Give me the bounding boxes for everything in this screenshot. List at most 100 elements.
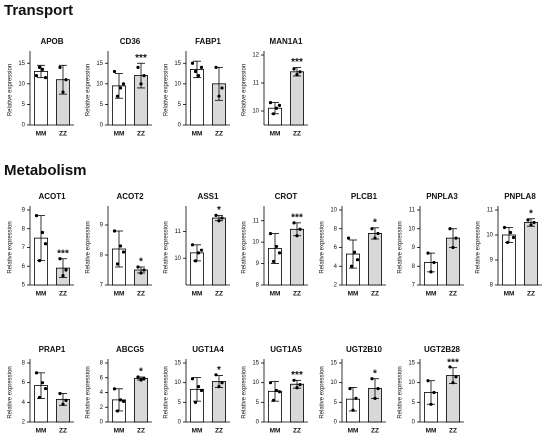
y-tick-label: 6 bbox=[22, 380, 26, 386]
x-tick-label: MM bbox=[348, 428, 359, 435]
y-tick-label: 9 bbox=[100, 223, 104, 229]
x-tick-label: ZZ bbox=[59, 131, 67, 138]
data-point bbox=[370, 377, 374, 381]
data-point bbox=[121, 82, 126, 86]
data-point bbox=[355, 258, 360, 262]
data-point bbox=[34, 73, 39, 78]
y-axis-label: Relative expression bbox=[164, 366, 170, 418]
data-point bbox=[298, 383, 302, 387]
data-point bbox=[118, 398, 123, 402]
x-tick-label: MM bbox=[114, 131, 125, 138]
y-tick-label: 8 bbox=[22, 226, 26, 232]
y-tick-label: 0 bbox=[412, 420, 416, 426]
data-point bbox=[190, 61, 195, 65]
data-point bbox=[40, 67, 45, 72]
data-point bbox=[37, 395, 42, 400]
data-point bbox=[295, 386, 299, 390]
data-point bbox=[370, 227, 374, 231]
panel-title: APOB bbox=[40, 37, 63, 46]
y-tick-label: 11 bbox=[253, 81, 260, 87]
panel-title: PNPLA8 bbox=[504, 192, 536, 201]
data-point bbox=[193, 69, 198, 74]
panel-title: PNPLA3 bbox=[426, 192, 458, 201]
data-point bbox=[448, 365, 452, 369]
data-point bbox=[298, 227, 302, 231]
data-point bbox=[58, 391, 62, 396]
data-point bbox=[274, 244, 279, 249]
data-point bbox=[271, 398, 276, 402]
section-title: Transport bbox=[4, 2, 73, 19]
error-bar bbox=[115, 230, 123, 268]
panel-title: UGT2B28 bbox=[424, 345, 461, 354]
x-tick-label: ZZ bbox=[293, 291, 301, 298]
x-tick-label: MM bbox=[36, 428, 47, 435]
x-tick-label: MM bbox=[348, 291, 359, 298]
data-point bbox=[34, 214, 39, 218]
data-point bbox=[348, 386, 352, 391]
x-tick-label: ZZ bbox=[215, 131, 223, 138]
data-point bbox=[139, 271, 143, 275]
data-point bbox=[112, 229, 117, 233]
x-tick-label: ZZ bbox=[59, 291, 67, 298]
x-tick-label: ZZ bbox=[293, 131, 301, 138]
data-point bbox=[298, 70, 302, 74]
bar bbox=[289, 228, 304, 286]
data-point bbox=[43, 242, 48, 246]
significance: * bbox=[217, 205, 221, 216]
data-point bbox=[40, 230, 45, 235]
bar bbox=[289, 383, 304, 423]
x-tick-label: MM bbox=[192, 291, 203, 298]
y-tick-label: 8 bbox=[22, 361, 26, 367]
y-tick-label: 10 bbox=[174, 256, 181, 262]
x-tick-label: ZZ bbox=[371, 291, 379, 298]
y-tick-label: 11 bbox=[487, 208, 494, 214]
y-tick-label: 6 bbox=[22, 264, 26, 270]
bar bbox=[289, 71, 304, 126]
panel-title: CROT bbox=[275, 192, 298, 201]
bar bbox=[34, 71, 49, 126]
data-point bbox=[432, 260, 436, 265]
y-tick-label: 5 bbox=[178, 102, 182, 108]
x-tick-label: ZZ bbox=[137, 291, 145, 298]
y-tick-label: 5 bbox=[178, 400, 182, 406]
data-point bbox=[429, 402, 433, 406]
y-tick-label: 7 bbox=[22, 245, 26, 251]
x-tick-label: ZZ bbox=[293, 428, 301, 435]
y-axis-label: Relative expression bbox=[86, 366, 92, 418]
data-point bbox=[118, 244, 123, 248]
data-point bbox=[217, 94, 221, 98]
significance: *** bbox=[291, 57, 303, 68]
data-point bbox=[58, 257, 62, 261]
data-point bbox=[139, 378, 143, 382]
y-tick-label: 0 bbox=[178, 123, 182, 129]
data-point bbox=[64, 268, 68, 272]
x-tick-label: MM bbox=[270, 131, 281, 138]
data-point bbox=[429, 270, 433, 274]
data-point bbox=[274, 106, 279, 110]
data-point bbox=[277, 251, 282, 255]
y-axis-label: Relative expression bbox=[398, 366, 404, 418]
data-point bbox=[61, 90, 65, 94]
data-point bbox=[532, 220, 536, 225]
data-point bbox=[529, 223, 533, 227]
y-tick-label: 9 bbox=[412, 245, 416, 251]
data-point bbox=[346, 236, 351, 240]
data-point bbox=[220, 216, 224, 220]
panel-title: ACOT1 bbox=[38, 192, 66, 201]
x-tick-label: MM bbox=[114, 428, 125, 435]
y-tick-label: 15 bbox=[252, 361, 259, 367]
y-tick-label: 2 bbox=[100, 405, 104, 411]
data-point bbox=[292, 67, 296, 71]
significance: *** bbox=[447, 357, 459, 368]
y-tick-label: 10 bbox=[252, 380, 259, 386]
data-point bbox=[277, 103, 282, 107]
data-point bbox=[271, 112, 276, 116]
y-tick-label: 6 bbox=[334, 245, 338, 251]
data-point bbox=[121, 250, 126, 254]
x-tick-label: ZZ bbox=[527, 291, 535, 298]
y-tick-label: 7 bbox=[100, 283, 104, 289]
significance: *** bbox=[135, 53, 147, 64]
x-tick-label: ZZ bbox=[449, 291, 457, 298]
data-point bbox=[142, 268, 146, 272]
